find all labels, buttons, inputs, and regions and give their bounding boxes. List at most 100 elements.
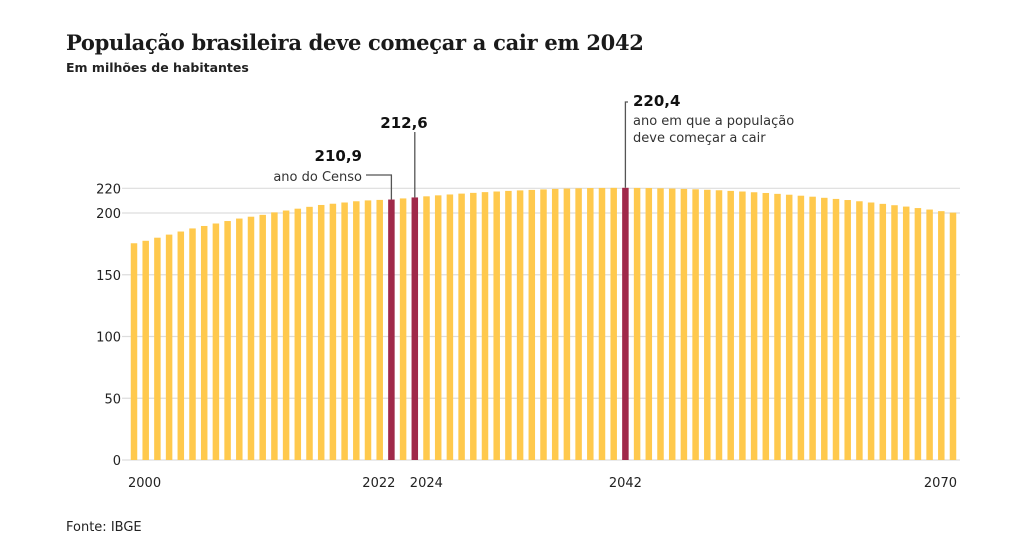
bar-2008 <box>224 221 231 460</box>
annotation-2042: 220,4 ano em que a população deve começa… <box>624 92 794 188</box>
bar-2032 <box>505 190 512 460</box>
bar-2038 <box>575 188 582 461</box>
bar-2060 <box>832 198 840 460</box>
y-tick-label: 150 <box>96 269 121 284</box>
bar-2057 <box>797 195 805 460</box>
bar-2059 <box>821 197 828 460</box>
annotation-note-2022: ano do Censo <box>273 170 362 185</box>
bar-2051 <box>727 190 734 460</box>
bar-2066 <box>902 206 910 460</box>
bar-2034 <box>528 189 536 460</box>
bar-2004 <box>177 231 185 460</box>
bar-2054 <box>762 192 770 461</box>
bar-2070 <box>949 212 957 460</box>
bar-2018 <box>341 202 348 460</box>
bar-2067 <box>914 208 922 460</box>
bar-2056 <box>785 194 793 461</box>
bar-highlight-2024 <box>411 197 419 460</box>
bar-2043 <box>633 187 641 460</box>
bar-highlight-2022 <box>388 199 395 460</box>
y-tick-label: 50 <box>104 392 121 407</box>
bar-2053 <box>750 192 758 460</box>
bar-2064 <box>879 203 887 460</box>
bar-2040 <box>598 187 606 460</box>
bar-2050 <box>715 190 723 460</box>
y-tick-label: 200 <box>96 207 121 222</box>
bar-2007 <box>212 223 220 460</box>
bar-2017 <box>329 203 337 461</box>
bar-2046 <box>668 188 676 460</box>
bar-2044 <box>645 188 653 461</box>
bar-2035 <box>540 189 547 460</box>
y-tick-label: 220 <box>96 182 121 197</box>
annotation-value-2022: 210,9 <box>315 147 362 165</box>
bar-2001 <box>142 240 149 460</box>
bar-2028 <box>458 193 465 460</box>
bar-2045 <box>657 188 664 461</box>
bar-2058 <box>809 196 816 460</box>
annotation-2022: 210,9 ano do Censo <box>273 147 393 200</box>
bar-2026 <box>434 195 442 461</box>
bars <box>130 187 957 461</box>
bar-2030 <box>481 192 489 461</box>
x-axis-ticks: 2000 2022 2024 2042 2070 <box>128 476 957 491</box>
bar-2013 <box>282 210 290 460</box>
bar-2048 <box>692 189 699 460</box>
bar-2025 <box>423 196 430 460</box>
bar-2023 <box>399 198 407 460</box>
bar-2003 <box>165 234 173 460</box>
annotation-note-2042-line1: ano em que a população <box>633 114 794 129</box>
bar-2068 <box>926 209 933 460</box>
bar-2014 <box>294 208 302 460</box>
bar-2011 <box>259 214 266 460</box>
bar-2002 <box>154 237 161 460</box>
annotation-value-2024: 212,6 <box>380 114 427 132</box>
source-note: Fonte: IBGE <box>66 520 142 535</box>
bar-2037 <box>563 188 571 460</box>
bar-2055 <box>774 193 781 461</box>
bar-2036 <box>551 188 559 461</box>
y-axis-ticks: 0 50 100 150 200 220 <box>96 182 121 469</box>
x-tick-label: 2042 <box>609 476 642 491</box>
bar-2063 <box>867 202 875 460</box>
bar-2041 <box>610 187 617 461</box>
annotation-value-2042: 220,4 <box>633 92 680 110</box>
x-tick-label: 2070 <box>924 476 957 491</box>
y-tick-label: 100 <box>96 331 121 346</box>
bar-2006 <box>200 225 208 460</box>
bar-2000 <box>130 243 138 460</box>
bar-2021 <box>376 199 383 460</box>
bar-2062 <box>856 201 863 460</box>
bar-2010 <box>247 216 255 460</box>
bar-2039 <box>587 188 594 461</box>
bar-2015 <box>306 206 313 460</box>
bar-2033 <box>516 190 524 460</box>
leader-line-2042 <box>624 101 628 188</box>
bar-2005 <box>189 228 196 460</box>
bar-2065 <box>891 205 898 460</box>
bar-2061 <box>844 200 851 460</box>
y-tick-label: 0 <box>113 454 121 469</box>
bar-2016 <box>317 204 325 460</box>
leader-line-2022 <box>366 174 393 200</box>
x-tick-label: 2000 <box>128 476 161 491</box>
bar-2031 <box>493 191 500 461</box>
bar-2009 <box>236 218 243 460</box>
bar-2047 <box>680 188 688 461</box>
bar-2012 <box>271 212 278 460</box>
bar-2049 <box>704 189 711 461</box>
bar-2069 <box>938 211 945 460</box>
chart-subtitle: Em milhões de habitantes <box>66 60 249 75</box>
bar-2027 <box>446 194 454 460</box>
x-tick-label: 2022 <box>362 476 395 491</box>
bar-2019 <box>353 201 360 460</box>
x-tick-label: 2024 <box>410 476 443 491</box>
bar-2052 <box>739 191 746 461</box>
bar-highlight-2042 <box>622 187 629 460</box>
annotation-2024: 212,6 <box>380 114 428 198</box>
bar-2029 <box>470 192 477 460</box>
annotation-note-2042-line2: deve começar a cair <box>633 131 766 146</box>
bar-2020 <box>364 200 372 460</box>
chart-title: População brasileira deve começar a cair… <box>66 30 644 55</box>
